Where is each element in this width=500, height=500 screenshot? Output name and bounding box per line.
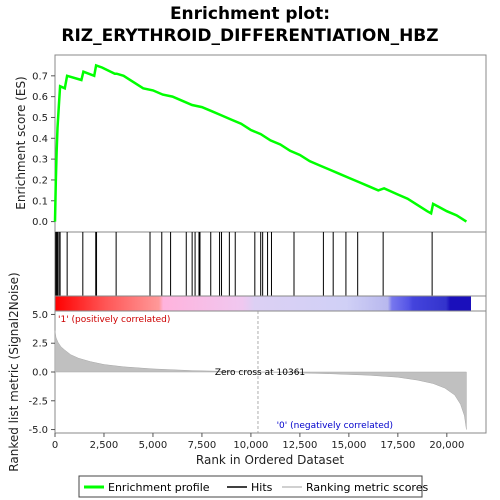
metric-axis: 5.0 2.5 0.0 -2.5 -5.0 bbox=[28, 310, 55, 436]
metric-tick-label: 0.0 bbox=[32, 368, 48, 379]
es-tick-label: 0.4 bbox=[32, 134, 48, 145]
metric-tick-label: -2.5 bbox=[28, 396, 48, 407]
es-tick-label: 0.7 bbox=[32, 71, 48, 82]
enrichment-profile-line bbox=[53, 63, 468, 223]
legend-hits-label: Hits bbox=[251, 481, 273, 494]
negative-correlation-label: '0' (negatively correlated) bbox=[277, 421, 393, 431]
es-axis-label: Enrichment score (ES) bbox=[14, 76, 28, 209]
rank-axis: 0 2,500 5,000 7,500 10,000 12,500 15,000 17,500… bbox=[52, 433, 464, 451]
es-tick-label: 0.0 bbox=[32, 217, 48, 228]
metric-tick-label: 5.0 bbox=[32, 310, 48, 321]
positive-correlation-label: '1' (positively correlated) bbox=[58, 315, 170, 325]
es-tick-label: 0.3 bbox=[32, 155, 48, 166]
rank-tick-label: 12,500 bbox=[282, 440, 317, 451]
zero-cross-label: Zero cross at 10361 bbox=[215, 368, 305, 378]
rank-tick-label: 0 bbox=[52, 440, 58, 451]
es-panel-frame bbox=[54, 54, 487, 233]
ranking-heatmap-bar bbox=[55, 296, 471, 311]
rank-tick-label: 7,500 bbox=[188, 440, 217, 451]
hits-marks bbox=[55, 232, 433, 296]
es-tick-label: 0.5 bbox=[32, 113, 48, 124]
metric-tick-label: 2.5 bbox=[32, 339, 48, 350]
es-tick-label: 0.2 bbox=[32, 175, 48, 186]
rank-tick-label: 15,000 bbox=[331, 440, 366, 451]
ranking-metric-area bbox=[54, 330, 467, 430]
rank-tick-label: 10,000 bbox=[233, 440, 268, 451]
chart-title-line2: RIZ_ERYTHROID_DIFFERENTIATION_HBZ bbox=[61, 26, 438, 46]
es-axis: 0.0 0.1 0.2 0.3 0.4 0.5 0.6 0.7 bbox=[32, 71, 55, 228]
legend-box bbox=[78, 475, 423, 498]
legend-enrichment-label: Enrichment profile bbox=[108, 481, 210, 494]
es-tick-label: 0.1 bbox=[32, 196, 48, 207]
hits-panel-frame bbox=[54, 231, 487, 297]
chart-title-line1: Enrichment plot: bbox=[170, 4, 330, 24]
rank-tick-label: 20,000 bbox=[429, 440, 464, 451]
rank-tick-label: 17,500 bbox=[380, 440, 415, 451]
legend-metric-label: Ranking metric scores bbox=[306, 481, 428, 494]
metric-tick-label: -5.0 bbox=[28, 425, 48, 436]
rank-tick-label: 5,000 bbox=[139, 440, 168, 451]
es-tick-label: 0.6 bbox=[32, 92, 48, 103]
rank-tick-label: 2,500 bbox=[90, 440, 119, 451]
rank-axis-label: Rank in Ordered Dataset bbox=[196, 453, 344, 467]
metric-axis-label: Ranked list metric (Signal2Noise) bbox=[7, 272, 21, 471]
